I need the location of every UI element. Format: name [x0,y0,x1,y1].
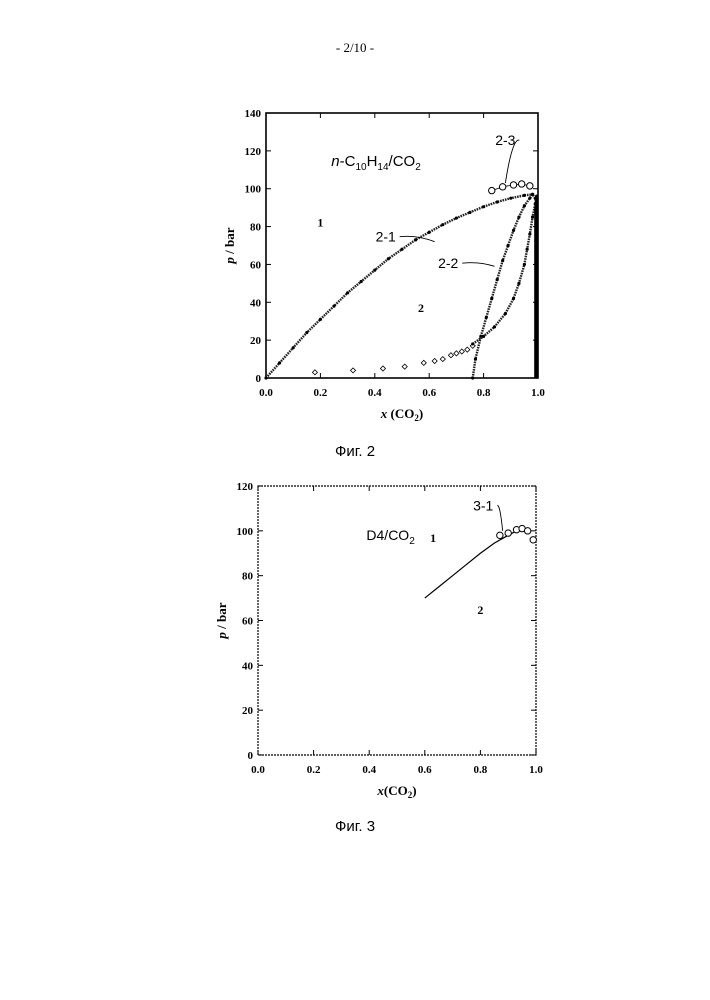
y-tick-label: 40 [242,660,254,672]
data-point-circle [497,532,503,538]
y-tick-label: 100 [237,526,254,538]
data-point-circle [530,537,536,543]
y-tick-label: 80 [242,571,254,583]
y-tick-label: 120 [237,481,254,493]
figure-3-caption: Фиг. 3 [0,818,710,835]
x-tick-label: 0.8 [474,764,488,776]
data-point-circle [505,530,511,536]
x-axis-label: x(CO2) [376,783,416,800]
y-tick-label: 0 [248,750,254,762]
series-line [425,529,528,598]
x-tick-label: 0.6 [418,764,432,776]
annotation-label: 3-1 [473,498,493,514]
x-tick-label: 1.0 [529,764,543,776]
annotation-leader [497,506,502,531]
x-tick-label: 0.2 [307,764,321,776]
x-tick-label: 0.4 [362,764,376,776]
chart-fig3: 0.0 0.2 0.4 0.6 0.8 1.0 0 20 40 60 80 100 120 x(CO2) p… [0,0,710,840]
region-label: 1 [430,531,436,545]
chart-title: D4/CO2 [366,527,415,547]
data-point-circle [524,528,530,534]
x-tick-label: 0.0 [251,764,265,776]
y-axis-label: p / bar [214,602,229,639]
y-tick-label: 60 [242,616,254,628]
region-label: 2 [477,603,483,617]
y-tick-label: 20 [242,705,254,717]
